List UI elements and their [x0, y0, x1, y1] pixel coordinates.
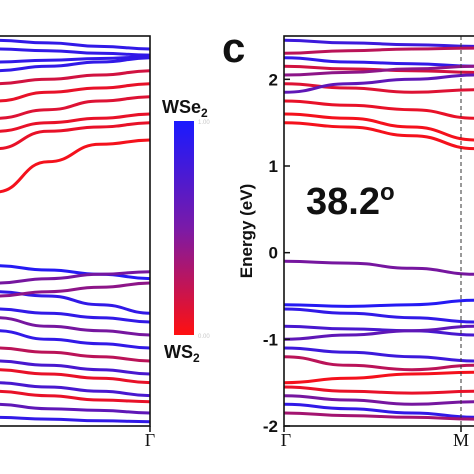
panel-c-band-17: [284, 370, 474, 385]
colorbar-top-value: 1.00: [198, 120, 210, 126]
colorbar-bottom-value: 0.00: [198, 334, 210, 340]
panel-b-band-23: [0, 415, 150, 424]
panel-b-gamma-label: Γ: [145, 430, 155, 450]
panel-b-bands: [0, 38, 150, 424]
panel-c-y-tick-label-0: -2: [263, 417, 278, 436]
panel-b-frame: [0, 35, 151, 427]
panel-b-band-22: [0, 402, 150, 415]
colorbar-gradient: [174, 121, 194, 335]
colorbar-bottom-label: WS2: [164, 342, 200, 365]
panel-c-band-19: [284, 394, 474, 406]
panel-c-y-axis: -2 -1 0 1 2: [263, 70, 290, 436]
panel-c-band-13: [284, 324, 474, 337]
panel-b-band-19: [0, 368, 150, 385]
panel-c-band-14: [284, 324, 474, 341]
panel-c-band-7: [284, 99, 474, 120]
colorbar: WSe2 1.00 0.00 WS2: [162, 97, 210, 365]
panel-c-y-tick-label-3: 1: [269, 157, 278, 176]
panel-c: c -2 -1 0 1 2 Energy (eV) Γ M 38.2o: [222, 24, 474, 450]
panel-c-band-4: [284, 64, 474, 77]
panel-c-band-0: [284, 38, 474, 48]
panel-c-band-11: [284, 298, 474, 308]
panel-c-m-label: M: [453, 430, 469, 450]
panel-c-band-8: [284, 112, 474, 142]
panel-c-band-6: [284, 73, 474, 94]
panel-c-band-18: [284, 385, 474, 395]
panel-b-band-3: [0, 56, 150, 73]
panel-c-band-21: [284, 411, 474, 421]
panel-c-band-12: [284, 307, 474, 324]
twist-angle-annotation: 38.2o: [306, 179, 395, 223]
panel-b-band-8: [0, 121, 150, 150]
panel-c-band-9: [284, 121, 474, 151]
panel-b-band-21: [0, 389, 150, 404]
panel-c-y-tick-label-4: 2: [269, 70, 278, 89]
panel-c-band-5: [284, 82, 474, 94]
panel-c-band-2: [284, 56, 474, 68]
panel-c-y-tick-label-1: -1: [263, 330, 278, 349]
panel-c-letter: c: [222, 24, 245, 71]
panel-c-band-20: [284, 402, 474, 419]
panel-b-band-15: [0, 316, 150, 337]
panel-b-band-13: [0, 281, 150, 298]
panel-b-band-16: [0, 329, 150, 350]
panel-c-band-16: [284, 355, 474, 372]
panel-b-band-2: [0, 55, 150, 64]
panel-c-bands: [284, 38, 474, 421]
panel-b-band-6: [0, 95, 150, 120]
panel-b-band-10: [0, 264, 150, 281]
panel-c-band-10: [284, 259, 474, 276]
panel-b-band-5: [0, 82, 150, 103]
panel-b-band-14: [0, 307, 150, 324]
colorbar-top-label: WSe2: [162, 97, 208, 120]
panel-b-band-20: [0, 381, 150, 398]
panel-c-band-15: [284, 346, 474, 363]
panel-b-band-4: [0, 69, 150, 86]
panel-c-band-1: [284, 46, 474, 55]
panel-b: Γ: [0, 35, 155, 450]
panel-c-gamma-label: Γ: [281, 430, 291, 450]
panel-c-y-tick-label-2: 0: [269, 244, 278, 263]
panel-b-band-17: [0, 346, 150, 363]
panel-c-frame: [283, 35, 474, 427]
panel-b-band-1: [0, 47, 150, 57]
panel-b-band-0: [0, 38, 150, 51]
panel-c-y-axis-title: Energy (eV): [237, 184, 256, 278]
panel-b-band-9: [0, 138, 150, 194]
panel-b-band-7: [0, 112, 150, 133]
panel-b-band-11: [0, 270, 150, 285]
panel-b-band-18: [0, 359, 150, 376]
